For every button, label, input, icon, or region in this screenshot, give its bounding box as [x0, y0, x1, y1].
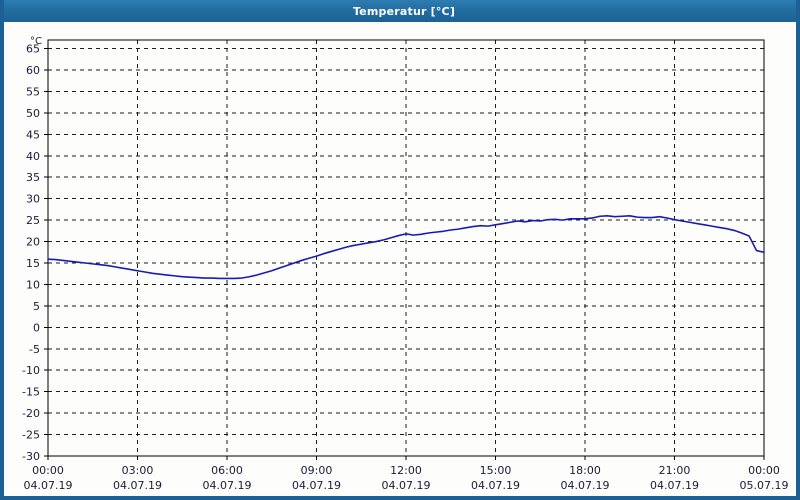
- x-axis-tick-date: 04.07.19: [382, 479, 431, 492]
- x-axis-tick-time: 00:00: [32, 464, 64, 477]
- x-axis-tick-time: 00:00: [748, 464, 780, 477]
- chart-background: [4, 22, 796, 496]
- y-axis-unit-label: °C: [30, 36, 42, 47]
- x-axis-tick-time: 15:00: [480, 464, 512, 477]
- y-axis-tick-label: 40: [26, 150, 40, 163]
- y-axis-tick-label: -30: [22, 450, 40, 463]
- y-axis-tick-label: 30: [26, 193, 40, 206]
- x-axis-tick-date: 04.07.19: [292, 479, 341, 492]
- page-title: Temperatur [°C]: [352, 4, 456, 18]
- x-axis-tick-labels: 00:00 04.07.19 03:00 04.07.19 06:00 04.07.19 0…: [24, 464, 789, 492]
- y-axis-tick-label: 5: [33, 300, 40, 313]
- y-axis-tick-label: 10: [26, 278, 40, 291]
- y-axis-tick-label: 50: [26, 107, 40, 120]
- plot-axis-frame: [44, 39, 765, 460]
- y-axis-tick-label: 20: [26, 236, 40, 249]
- x-axis-tick-time: 12:00: [390, 464, 422, 477]
- y-axis-tick-label: 45: [26, 128, 40, 141]
- x-axis-tick-date: 04.07.19: [24, 479, 73, 492]
- x-axis-tick-time: 18:00: [569, 464, 601, 477]
- chart-canvas: 65 60 55 50 45 40 35 30 25 20 15 10 5 0 -5 -10 -15 -20 -25…: [4, 22, 796, 496]
- x-axis-tick-time: 06:00: [211, 464, 243, 477]
- y-axis-tick-label: 65: [26, 43, 40, 56]
- y-axis-tick-label: 0: [33, 321, 40, 334]
- x-axis-tick-time: 03:00: [122, 464, 154, 477]
- y-axis-tick-labels: 65605550454035302520151050-5-10-15-20-25…: [22, 43, 40, 463]
- window-title-bar: Temperatur [°C]: [4, 0, 796, 22]
- y-axis-tick-label: 55: [26, 85, 40, 98]
- x-axis-tick-time: 09:00: [301, 464, 333, 477]
- x-axis-tick-date: 05.07.19: [740, 479, 789, 492]
- temperature-series-line: [47, 215, 765, 280]
- x-axis-tick-date: 04.07.19: [561, 479, 610, 492]
- plot-frame: [47, 39, 765, 457]
- y-axis-tick-label: -5: [29, 343, 40, 356]
- x-axis-tick-time: 21:00: [659, 464, 691, 477]
- grid-lines: [48, 40, 764, 457]
- series-layer: [47, 215, 765, 280]
- y-axis-tick-label: -25: [22, 429, 40, 442]
- y-axis-tick-label: 25: [26, 214, 40, 227]
- x-axis-tick-date: 04.07.19: [113, 479, 162, 492]
- temperature-line-chart: 65605550454035302520151050-5-10-15-20-25…: [4, 22, 796, 496]
- y-axis-tick-label: 35: [26, 171, 40, 184]
- x-axis-tick-date: 04.07.19: [203, 479, 252, 492]
- y-axis-tick-label: 60: [26, 64, 40, 77]
- y-axis-tick-label: 15: [26, 257, 40, 270]
- y-axis-tick-label: -20: [22, 407, 40, 420]
- x-axis-tick-date: 04.07.19: [650, 479, 699, 492]
- y-axis-tick-label: -15: [22, 386, 40, 399]
- y-axis-tick-label: -10: [22, 364, 40, 377]
- x-axis-tick-date: 04.07.19: [471, 479, 520, 492]
